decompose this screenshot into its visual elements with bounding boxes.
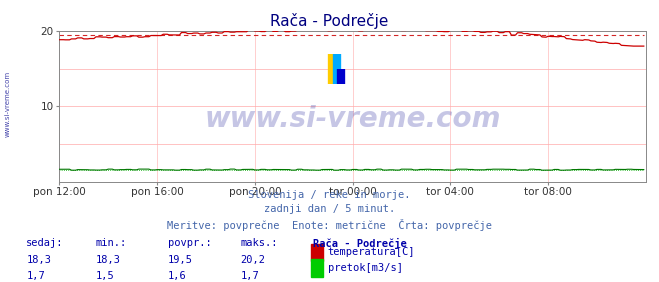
Text: 18,3: 18,3: [26, 255, 51, 265]
Text: min.:: min.:: [96, 238, 127, 248]
Text: Rača - Podrečje: Rača - Podrečje: [270, 13, 389, 29]
Text: 18,3: 18,3: [96, 255, 121, 265]
Text: Meritve: povprečne  Enote: metrične  Črta: povprečje: Meritve: povprečne Enote: metrične Črta:…: [167, 219, 492, 231]
Text: 1,6: 1,6: [168, 271, 186, 281]
Text: Rača - Podrečje: Rača - Podrečje: [313, 238, 407, 249]
Text: temperatura[C]: temperatura[C]: [328, 246, 415, 257]
Text: www.si-vreme.com: www.si-vreme.com: [204, 105, 501, 133]
Bar: [311, 244, 323, 261]
Text: 20,2: 20,2: [241, 255, 266, 265]
Text: 19,5: 19,5: [168, 255, 193, 265]
Text: maks.:: maks.:: [241, 238, 278, 248]
Text: pretok[m3/s]: pretok[m3/s]: [328, 263, 403, 274]
Text: Slovenija / reke in morje.: Slovenija / reke in morje.: [248, 190, 411, 200]
Text: sedaj:: sedaj:: [26, 238, 64, 248]
Bar: [311, 259, 323, 277]
Text: povpr.:: povpr.:: [168, 238, 212, 248]
Text: 1,7: 1,7: [241, 271, 259, 281]
Text: 1,5: 1,5: [96, 271, 114, 281]
Text: 1,7: 1,7: [26, 271, 45, 281]
Text: www.si-vreme.com: www.si-vreme.com: [5, 71, 11, 137]
Text: zadnji dan / 5 minut.: zadnji dan / 5 minut.: [264, 204, 395, 214]
